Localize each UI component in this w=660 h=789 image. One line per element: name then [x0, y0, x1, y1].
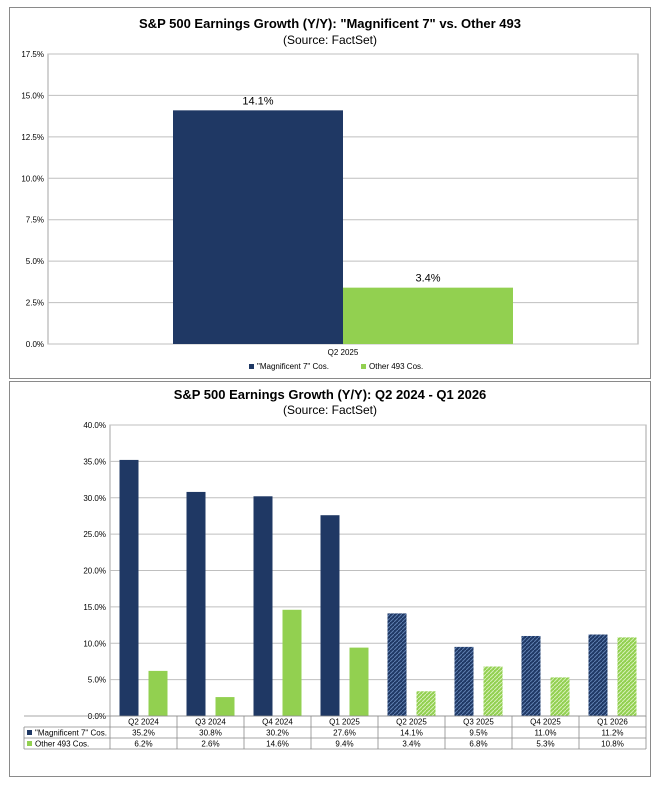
chart2-table-value-mag7: 11.0%	[534, 729, 556, 738]
chart2-y-tick-label: 35.0%	[83, 457, 106, 466]
chart2-legend-swatch-other493	[27, 741, 32, 746]
chart2-x-tick-label: Q1 2025	[329, 718, 360, 727]
chart2-svg: S&P 500 Earnings Growth (Y/Y): Q2 2024 -…	[23, 387, 647, 750]
chart1-y-tick-label: 10.0%	[21, 174, 44, 183]
chart2-bar-mag7	[454, 646, 474, 716]
chart2-table-value-other493: 14.6%	[266, 740, 289, 749]
chart2-x-tick-label: Q1 2026	[597, 718, 628, 727]
chart2-table-value-other493: 6.2%	[134, 740, 152, 749]
chart2-y-axis: 0.0% 5.0% 10.0% 15.0% 20.0% 25.0% 30.0% 35.0% 40…	[83, 421, 106, 721]
chart2-title: S&P 500 Earnings Growth (Y/Y): Q2 2024 -…	[174, 387, 487, 402]
chart2-bar-other493	[349, 647, 369, 716]
chart1-title: S&P 500 Earnings Growth (Y/Y): "Magnific…	[139, 16, 521, 31]
chart1-y-tick-label: 17.5%	[21, 50, 44, 59]
chart2-x-tick-label: Q4 2024	[262, 718, 293, 727]
chart2-table-value-mag7: 27.6%	[333, 729, 356, 738]
chart2-table-value-other493: 2.6%	[201, 740, 219, 749]
chart2-y-tick-label: 30.0%	[83, 494, 106, 503]
chart-panel-mag7-vs-493: S&P 500 Earnings Growth (Y/Y): "Magnific…	[9, 7, 651, 379]
chart2-table-value-other493: 9.4%	[335, 740, 353, 749]
chart2-y-tick-label: 15.0%	[83, 603, 106, 612]
chart2-bar-mag7	[119, 459, 139, 716]
chart2-bar-other493	[483, 666, 503, 716]
chart2-y-tick-label: 25.0%	[83, 530, 106, 539]
chart2-table-value-other493: 6.8%	[469, 740, 487, 749]
chart1-x-tick-label: Q2 2025	[328, 348, 359, 357]
chart2-y-tick-label: 40.0%	[83, 421, 106, 430]
chart2-legend-swatch-mag7	[27, 730, 32, 735]
chart2-legend-label-mag7: "Magnificent 7" Cos.	[35, 729, 107, 738]
chart2-table-value-mag7: 35.2%	[132, 729, 155, 738]
chart1-bar-other493	[343, 287, 513, 344]
chart2-bar-mag7	[186, 491, 206, 716]
chart2-bar-other493	[617, 637, 637, 716]
chart1-y-tick-label: 12.5%	[21, 133, 44, 142]
chart1-bar-mag7	[173, 110, 343, 344]
chart1-subtitle: (Source: FactSet)	[283, 33, 377, 47]
chart1-legend-label-other493: Other 493 Cos.	[369, 362, 423, 371]
chart2-table-value-mag7: 30.8%	[199, 729, 222, 738]
chart2-y-tick-label: 5.0%	[88, 676, 106, 685]
chart1-legend-label-mag7: "Magnificent 7" Cos.	[257, 362, 329, 371]
chart2-bar-mag7	[387, 613, 407, 716]
chart2-bars	[119, 459, 637, 716]
chart2-bar-other493	[148, 670, 168, 716]
chart1-data-label: 14.1%	[242, 95, 273, 107]
chart2-y-tick-label: 20.0%	[83, 567, 106, 576]
chart2-y-tick-label: 0.0%	[88, 712, 106, 721]
chart2-subtitle: (Source: FactSet)	[283, 403, 377, 417]
chart2-bar-mag7	[320, 515, 340, 716]
chart2-x-tick-label: Q4 2025	[530, 718, 561, 727]
chart1-x-axis: Q2 2025	[328, 348, 359, 357]
chart2-bar-other493	[215, 697, 235, 716]
chart1-legend: "Magnificent 7" Cos. Other 493 Cos.	[249, 362, 423, 371]
chart2-y-tick-label: 10.0%	[83, 639, 106, 648]
chart1-bars: 14.1% 3.4%	[173, 95, 513, 344]
chart2-bar-other493	[416, 691, 436, 716]
chart2-bar-other493	[282, 609, 302, 716]
chart1-y-tick-label: 7.5%	[26, 216, 44, 225]
chart1-y-tick-label: 0.0%	[26, 340, 44, 349]
chart2-bar-mag7	[521, 635, 541, 716]
chart2-bar-mag7	[253, 496, 273, 716]
chart2-table-value-other493: 5.3%	[536, 740, 554, 749]
chart1-legend-swatch-other493	[361, 364, 366, 369]
chart2-x-tick-label: Q2 2024	[128, 718, 159, 727]
chart2-legend-label-other493: Other 493 Cos.	[35, 740, 89, 749]
chart2-x-tick-label: Q3 2024	[195, 718, 226, 727]
chart2-bar-mag7	[588, 634, 608, 716]
chart2-table-value-mag7: 14.1%	[400, 729, 423, 738]
chart2-bar-other493	[550, 677, 570, 716]
chart2-table-value-mag7: 9.5%	[469, 729, 487, 738]
chart1-legend-swatch-mag7	[249, 364, 254, 369]
chart-panel-quarterly-growth: S&P 500 Earnings Growth (Y/Y): Q2 2024 -…	[9, 381, 651, 777]
chart2-table-value-mag7: 11.2%	[601, 729, 623, 738]
chart2-data-table: Q2 2024 35.2% 6.2% Q3 2024 30.8% 2.6% Q4 2024 3…	[23, 715, 647, 750]
chart1-y-axis: 0.0% 2.5% 5.0% 7.5% 10.0% 12.5% 15.0% 17.5%	[21, 50, 44, 349]
chart2-table-value-mag7: 30.2%	[266, 729, 289, 738]
chart2-table-value-other493: 3.4%	[402, 740, 420, 749]
chart2-x-tick-label: Q2 2025	[396, 718, 427, 727]
chart2-x-tick-label: Q3 2025	[463, 718, 494, 727]
chart1-y-tick-label: 5.0%	[26, 257, 44, 266]
chart1-data-label: 3.4%	[415, 273, 440, 285]
chart1-y-tick-label: 15.0%	[21, 91, 44, 100]
chart1-y-tick-label: 2.5%	[26, 299, 44, 308]
chart2-table-value-other493: 10.8%	[601, 740, 624, 749]
chart1-svg: S&P 500 Earnings Growth (Y/Y): "Magnific…	[21, 16, 639, 371]
